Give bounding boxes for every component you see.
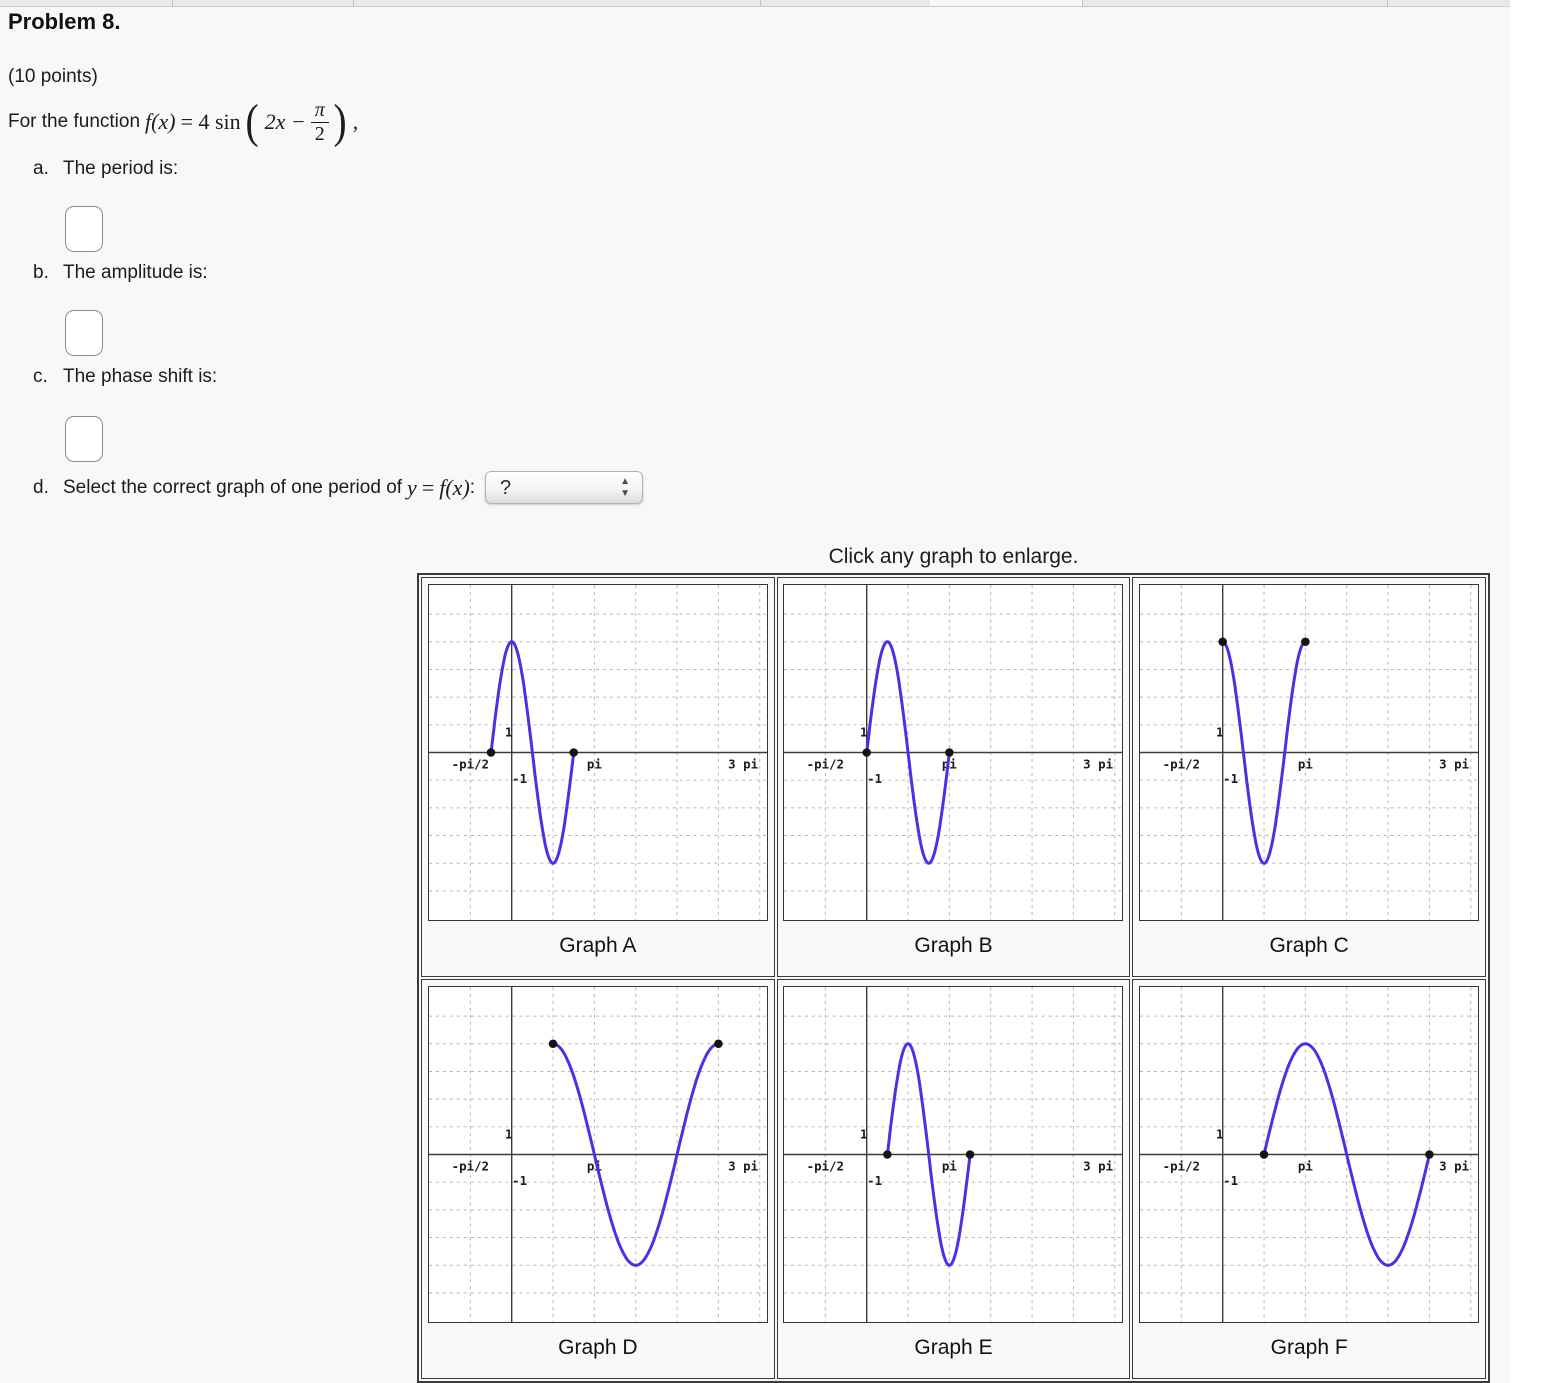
graph-cell-b: -pi/2 pi 3 pi 1 -1 Graph B — [776, 577, 1131, 977]
question-c: c. The phase shift is: — [33, 365, 1510, 389]
question-b: b. The amplitude is: — [33, 261, 1510, 285]
svg-text:-pi/2: -pi/2 — [807, 1158, 844, 1173]
svg-text:1: 1 — [505, 725, 512, 740]
graph-b-label: Graph B — [914, 934, 993, 957]
question-a: a. The period is: — [33, 157, 1510, 181]
graph-cell-e: -pi/2 pi 3 pi 1 -1 Graph E — [776, 979, 1131, 1379]
svg-text:-1: -1 — [1223, 771, 1238, 786]
question-a-label: a. — [33, 158, 49, 179]
svg-text:3 pi: 3 pi — [1084, 1158, 1114, 1173]
graph-d-label: Graph D — [558, 1336, 638, 1359]
answer-input-b[interactable] — [65, 310, 103, 356]
fraction-denominator: 2 — [314, 122, 325, 145]
svg-text:1: 1 — [1216, 725, 1223, 740]
graph-f-plot[interactable]: -pi/2 pi 3 pi 1 -1 — [1139, 986, 1480, 1323]
svg-text:-pi/2: -pi/2 — [1163, 1158, 1200, 1173]
svg-text:3 pi: 3 pi — [1439, 756, 1469, 771]
graph-f-label: Graph F — [1270, 1336, 1348, 1359]
svg-text:-1: -1 — [868, 1173, 883, 1188]
top-strip-segment — [930, 0, 1082, 6]
graph-d-plot[interactable]: -pi/2 pi 3 pi 1 -1 — [427, 986, 768, 1323]
graph-e-label: Graph E — [914, 1336, 993, 1359]
question-d: d. Select the correct graph of one perio… — [33, 471, 1510, 504]
question-b-text: The amplitude is: — [63, 262, 208, 283]
graph-select-dropdown[interactable]: ? ▲ ▼ — [485, 471, 644, 504]
graph-c-plot[interactable]: -pi/2 pi 3 pi 1 -1 — [1139, 584, 1480, 921]
open-paren: ( — [245, 95, 259, 148]
question-a-text: The period is: — [63, 158, 179, 179]
svg-text:3 pi: 3 pi — [1084, 756, 1114, 771]
question-d-text: Select the correct graph of one period o… — [63, 476, 403, 498]
graph-a-plot[interactable]: -pi/2 pi 3 pi 1 -1 — [427, 584, 768, 921]
graph-table-row: -pi/2 pi 3 pi 1 -1 Graph A -pi/2 pi 3 pi 1 -1 Gr… — [421, 577, 1486, 977]
top-table-remnant — [0, 0, 1510, 7]
graph-a-label: Graph A — [559, 934, 637, 957]
graph-table: -pi/2 pi 3 pi 1 -1 Graph A -pi/2 pi 3 pi 1 -1 Gr… — [417, 573, 1490, 1383]
fraction-numerator: π — [310, 99, 329, 123]
svg-text:pi: pi — [1298, 756, 1313, 771]
answer-input-a[interactable] — [65, 206, 103, 252]
svg-text:-pi/2: -pi/2 — [1163, 756, 1200, 771]
svg-text:-pi/2: -pi/2 — [451, 756, 488, 771]
svg-text:1: 1 — [860, 725, 867, 740]
problem-page: Problem 8. (10 points) For the function … — [0, 0, 1510, 1383]
question-d-label: d. — [33, 476, 49, 498]
graph-cell-d: -pi/2 pi 3 pi 1 -1 Graph D — [421, 979, 775, 1379]
math-fx: f(x) — [145, 109, 176, 134]
down-arrow-icon: ▼ — [620, 488, 631, 499]
enlarge-hint: Click any graph to enlarge. — [828, 545, 1079, 568]
svg-text:-1: -1 — [512, 1173, 527, 1188]
math-eq: = — [421, 474, 435, 500]
graph-gallery: Click any graph to enlarge. -pi/2 pi 3 pi 1… — [417, 544, 1490, 1383]
graph-b-plot[interactable]: -pi/2 pi 3 pi 1 -1 — [783, 584, 1124, 921]
svg-text:-pi/2: -pi/2 — [807, 756, 844, 771]
svg-text:pi: pi — [1298, 1158, 1313, 1173]
math-fx-d: f(x) — [439, 474, 470, 500]
intro-text: For the function — [8, 111, 141, 132]
svg-text:1: 1 — [505, 1127, 512, 1142]
graph-cell-f: -pi/2 pi 3 pi 1 -1 Graph F — [1132, 979, 1486, 1379]
svg-text:-pi/2: -pi/2 — [451, 1158, 488, 1173]
math-comma: , — [352, 109, 359, 134]
svg-text:pi: pi — [942, 756, 957, 771]
svg-text:-1: -1 — [512, 771, 527, 786]
close-paren: ) — [333, 95, 347, 148]
math-y: y — [407, 474, 417, 500]
graph-cell-a: -pi/2 pi 3 pi 1 -1 Graph A — [421, 577, 775, 977]
question-c-label: c. — [33, 366, 48, 387]
svg-text:-1: -1 — [1223, 1173, 1238, 1188]
math-argument: 2x − — [264, 109, 306, 134]
svg-text:-1: -1 — [868, 771, 883, 786]
svg-text:1: 1 — [1216, 1127, 1223, 1142]
svg-text:3 pi: 3 pi — [728, 1158, 758, 1173]
graph-c-label: Graph C — [1269, 934, 1349, 957]
selected-value: ? — [500, 476, 512, 499]
graph-table-row: -pi/2 pi 3 pi 1 -1 Graph D -pi/2 pi 3 pi 1 -1 Gr… — [421, 979, 1486, 1379]
question-b-label: b. — [33, 262, 49, 283]
question-c-text: The phase shift is: — [63, 366, 218, 387]
colon: : — [469, 476, 476, 498]
svg-text:3 pi: 3 pi — [1439, 1158, 1469, 1173]
graph-cell-c: -pi/2 pi 3 pi 1 -1 Graph C — [1132, 577, 1486, 977]
svg-text:1: 1 — [860, 1127, 867, 1142]
svg-text:pi: pi — [587, 756, 602, 771]
page-title: Problem 8. — [8, 9, 121, 34]
up-arrow-icon: ▲ — [620, 476, 631, 487]
graph-e-plot[interactable]: -pi/2 pi 3 pi 1 -1 — [783, 986, 1124, 1323]
svg-text:3 pi: 3 pi — [728, 756, 758, 771]
svg-text:pi: pi — [942, 1158, 957, 1173]
math-equals: = 4 sin — [180, 109, 241, 134]
answer-input-c[interactable] — [65, 416, 103, 462]
select-stepper-arrows-icon: ▲ ▼ — [620, 476, 630, 500]
points-label: (10 points) — [8, 66, 98, 87]
